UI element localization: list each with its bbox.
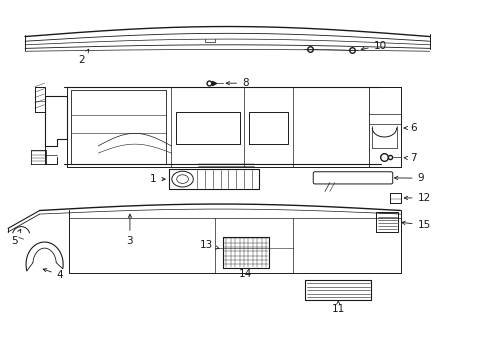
Text: 8: 8 (226, 78, 248, 88)
Text: 13: 13 (199, 239, 219, 249)
Text: 12: 12 (404, 193, 430, 203)
Text: 5: 5 (11, 229, 20, 246)
Text: 9: 9 (394, 173, 424, 183)
Text: 6: 6 (404, 123, 416, 133)
Text: 1: 1 (150, 174, 165, 184)
Text: 3: 3 (126, 214, 133, 246)
Text: 7: 7 (404, 153, 416, 163)
Text: 14: 14 (239, 269, 252, 279)
Text: 10: 10 (361, 41, 386, 50)
Text: 15: 15 (401, 220, 430, 230)
Text: 4: 4 (43, 269, 63, 280)
Text: 11: 11 (331, 301, 344, 314)
Text: 2: 2 (78, 49, 89, 65)
